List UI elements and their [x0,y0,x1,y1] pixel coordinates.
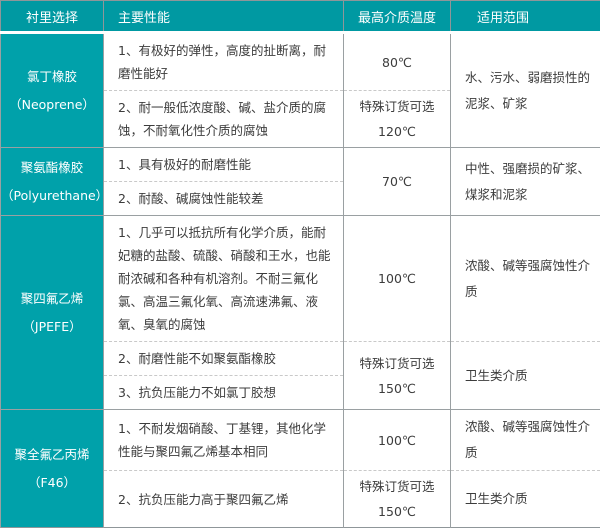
material-cell-f46: 聚全氟乙丙烯 （F46） [1,410,104,528]
temperature-cell: 100℃ [344,410,451,471]
range-cell: 中性、强磨损的矿浆、煤浆和泥浆 [451,148,600,216]
range-cell: 浓酸、碱等强腐蚀性介质 [451,410,600,471]
temperature-cell: 特殊订货可选 150℃ [344,342,451,410]
material-cell-polyurethane: 聚氨酯橡胶 （Polyurethane） [1,148,104,216]
performance-cell: 2、耐磨性能不如聚氨酯橡胶 [104,342,344,376]
material-name-en: （JPEFE） [1,317,103,337]
range-cell: 浓酸、碱等强腐蚀性介质 [451,216,600,342]
material-name: 聚四氟乙烯 [1,289,103,309]
table-row: 聚四氟乙烯 （JPEFE） 1、几乎可以抵抗所有化学介质，能耐妃糖的盐酸、硫酸、… [1,216,600,342]
material-name-en: （Polyurethane） [1,186,103,206]
material-name: 聚氨酯橡胶 [1,158,103,178]
material-name-en: （Neoprene） [1,95,103,115]
performance-cell: 2、抗负压能力高于聚四氟乙烯 [104,471,344,528]
performance-cell: 1、具有极好的耐磨性能 [104,148,344,182]
header-cell-range: 适用范围 [451,1,600,33]
range-cell: 水、污水、弱磨损性的泥浆、矿浆 [451,33,600,148]
material-cell-neoprene: 氯丁橡胶 （Neoprene） [1,33,104,148]
range-cell: 卫生类介质 [451,342,600,410]
header-cell-performance: 主要性能 [104,1,344,33]
header-row: 衬里选择 主要性能 最高介质温度 适用范围 [1,1,600,33]
temperature-cell: 特殊订货可选 120℃ [344,91,451,148]
performance-cell: 1、不耐发烟硝酸、丁基锂，其他化学性能与聚四氟乙烯基本相同 [104,410,344,471]
table-row: 氯丁橡胶 （Neoprene） 1、有极好的弹性，高度的扯断离，耐磨性能好 80… [1,33,600,91]
performance-cell: 2、耐一般低浓度酸、碱、盐介质的腐蚀，不耐氧化性介质的腐蚀 [104,91,344,148]
material-cell-jpefe: 聚四氟乙烯 （JPEFE） [1,216,104,410]
performance-cell: 3、抗负压能力不如氯丁胶想 [104,376,344,410]
performance-cell: 1、有极好的弹性，高度的扯断离，耐磨性能好 [104,33,344,91]
header-cell-max-temp: 最高介质温度 [344,1,451,33]
performance-cell: 1、几乎可以抵抗所有化学介质，能耐妃糖的盐酸、硫酸、硝酸和王水，也能耐浓碱和各种… [104,216,344,342]
table-row: 聚全氟乙丙烯 （F46） 1、不耐发烟硝酸、丁基锂，其他化学性能与聚四氟乙烯基本… [1,410,600,471]
temperature-cell: 70℃ [344,148,451,216]
material-name-en: （F46） [1,473,103,493]
temperature-cell: 特殊订货可选 150℃ [344,471,451,528]
header-cell-lining: 衬里选择 [1,1,104,33]
range-cell: 卫生类介质 [451,471,600,528]
performance-cell: 2、耐酸、碱腐蚀性能较差 [104,182,344,216]
temperature-cell: 80℃ [344,33,451,91]
table-row: 聚氨酯橡胶 （Polyurethane） 1、具有极好的耐磨性能 70℃ 中性、… [1,148,600,182]
material-name: 聚全氟乙丙烯 [1,445,103,465]
material-name: 氯丁橡胶 [1,67,103,87]
temperature-cell: 100℃ [344,216,451,342]
